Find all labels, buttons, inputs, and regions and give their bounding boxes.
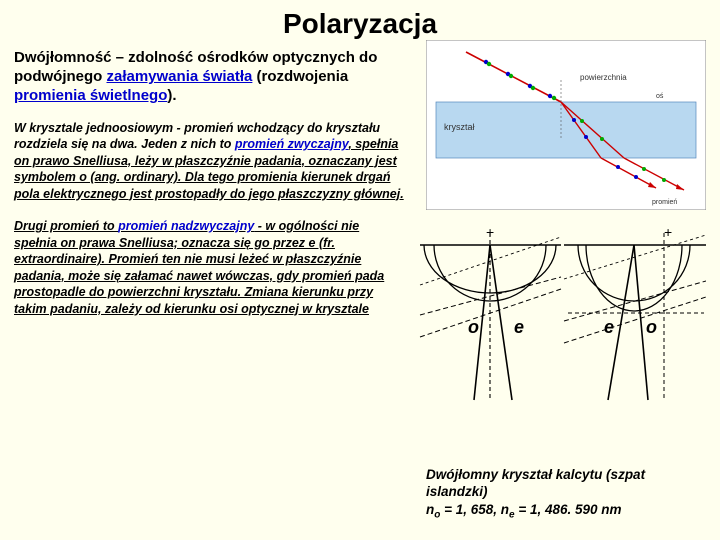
label-powierzchnia: powierzchnia [580, 73, 627, 82]
paragraph-1: W krysztale jednoosiowym - promień wchod… [14, 120, 404, 203]
p1-link[interactable]: promień zwyczajny [235, 137, 348, 151]
svg-text:e: e [514, 317, 524, 337]
link-zalamywania[interactable]: załamywania światła [106, 68, 252, 85]
svg-text:o: o [646, 317, 657, 337]
paragraph-2: Drugi promień to promień nadzwyczajny - … [14, 218, 404, 317]
intro-c: ). [167, 87, 176, 104]
caption-l1: Dwójłomny kryształ kalcytu (szpat island… [426, 467, 645, 499]
label-os: oś [656, 93, 664, 100]
wavefront-diagram: + + o e [416, 225, 706, 425]
p2-c: - w ogólności nie spełnia on prawa Snell… [14, 219, 384, 316]
svg-text:e: e [604, 317, 614, 337]
caption-mid: = 1, 658, n [440, 502, 509, 517]
p2-a: Drugi promień to [14, 219, 118, 233]
left-wave-group: o e [420, 233, 561, 400]
svg-text:+: + [486, 225, 494, 240]
caption: Dwójłomny kryształ kalcytu (szpat island… [426, 466, 706, 522]
svg-text:promień: promień [652, 199, 677, 206]
p2-link[interactable]: promień nadzwyczajny [118, 219, 254, 233]
right-wave-group: o e [564, 233, 706, 400]
link-promienia[interactable]: promienia świetlnego [14, 87, 167, 104]
intro-b: (rozdwojenia [252, 68, 348, 85]
intro-text: Dwójłomność – zdolność ośrodków optyczny… [14, 48, 404, 106]
left-column: Dwójłomność – zdolność ośrodków optyczny… [14, 48, 404, 317]
caption-no: n [426, 502, 434, 517]
svg-text:o: o [468, 317, 479, 337]
label-krysztal: kryształ [444, 122, 475, 132]
svg-text:+: + [664, 225, 672, 240]
caption-end: = 1, 486. 590 nm [515, 502, 622, 517]
refraction-diagram: kryształ powierzchnia oś promień [426, 40, 706, 210]
